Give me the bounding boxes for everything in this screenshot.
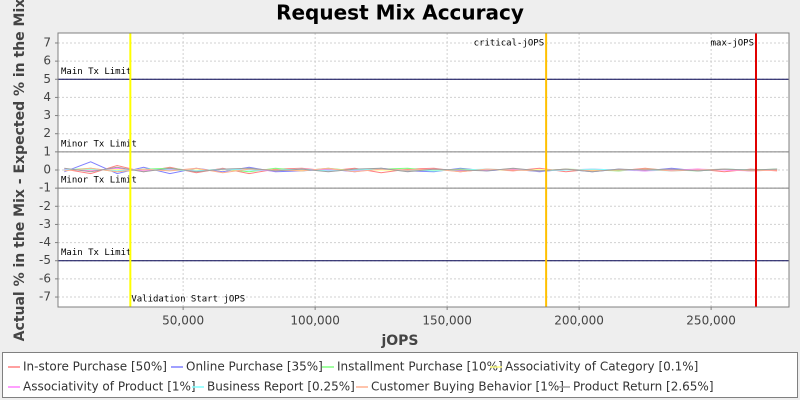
y-tick-label: 0 [43,163,51,177]
chart-title: Request Mix Accuracy [276,1,524,25]
y-tick-label: -3 [39,217,51,231]
y-axis-label: Actual % in the Mix - Expected % in the … [12,0,28,341]
y-tick-label: -7 [39,290,51,304]
legend-label: Associativity of Category [0.1%] [505,360,698,374]
limit-label: Main Tx Limit [61,248,131,258]
plot-border [57,32,790,308]
marker-label: Validation Start jOPS [131,295,245,305]
limit-label: Minor Tx Limit [61,176,137,186]
y-tick-label: -5 [39,253,51,267]
legend-label: Product Return [2.65%] [573,380,714,394]
y-tick-label: -2 [39,199,51,213]
legend-label: Associativity of Product [1%] [23,380,196,394]
x-tick-label: 200,000 [554,314,604,328]
series-line [64,166,778,173]
y-tick-label: 1 [43,144,51,158]
legend-label: In-store Purchase [50%] [23,360,167,374]
marker-label: max-jOPS [711,39,754,49]
limit-label: Minor Tx Limit [61,139,137,149]
marker-label: critical-jOPS [474,39,544,49]
legend-label: Online Purchase [35%] [186,360,323,374]
x-tick-label: 250,000 [686,314,736,328]
y-tick-label: 3 [43,108,51,122]
y-tick-label: -6 [39,271,51,285]
x-tick-label: 50,000 [162,314,204,328]
y-tick-label: -1 [39,181,51,195]
y-tick-label: 7 [43,35,51,49]
legend-label: Customer Buying Behavior [1%] [371,380,564,394]
x-tick-label: 150,000 [422,314,472,328]
y-tick-label: 4 [43,90,51,104]
limit-label: Main Tx Limit [61,67,131,77]
y-tick-label: 5 [43,72,51,86]
x-tick-label: 100,000 [290,314,340,328]
x-axis-label: jOPS [380,333,418,349]
legend [2,352,798,398]
y-tick-label: 2 [43,126,51,140]
legend-label: Installment Purchase [10%] [337,360,503,374]
y-tick-label: 6 [43,54,51,68]
y-tick-label: -4 [39,235,51,249]
legend-label: Business Report [0.25%] [207,380,355,394]
